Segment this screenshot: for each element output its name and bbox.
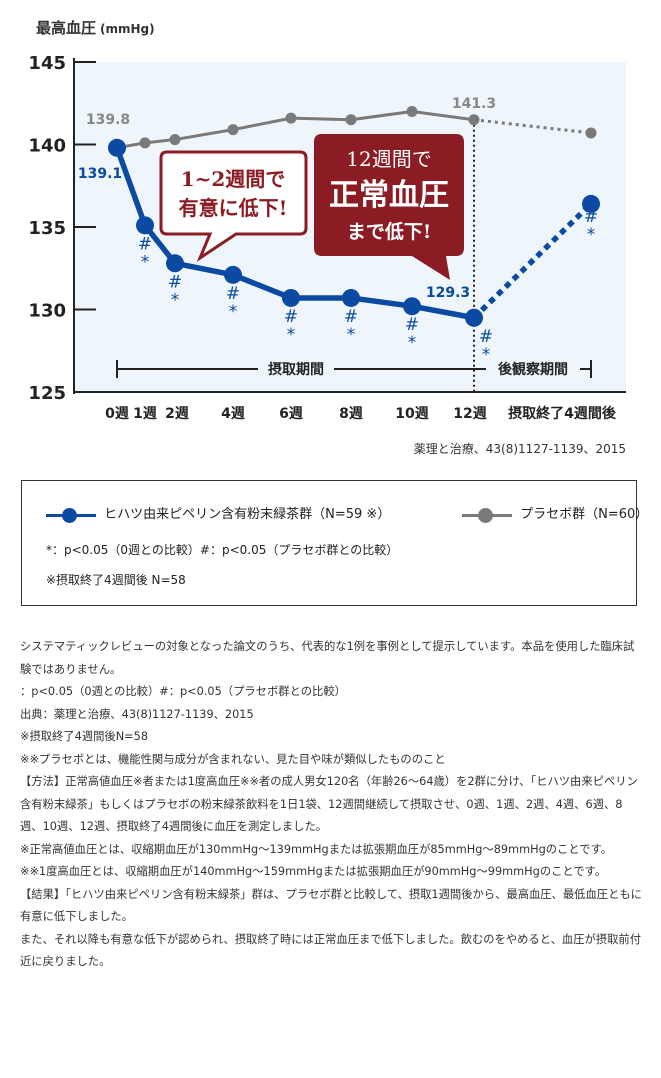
series-followup-line-0 xyxy=(472,201,593,320)
significance-marker: # xyxy=(405,315,419,335)
note-result: 【結果】「ヒハツ由来ピペリン含有粉末緑茶」群は、プラセボ群と比較して、摂取1週間… xyxy=(20,887,642,924)
significance-marker: # xyxy=(584,207,598,227)
x-tick-label: 12週 xyxy=(453,406,486,422)
legend-label-series-b: プラセボ群（N=60） xyxy=(520,507,649,522)
blood-pressure-chart: 最高血圧 (mmHg) 145 140 135 130 125 0週 1週 2週 4週 6週 8週 1… xyxy=(28,19,626,456)
significance-marker: * xyxy=(482,345,491,365)
x-tick-label: 摂取終了4週間後 xyxy=(508,405,617,422)
period-label-followup: 後観察期間 xyxy=(498,361,568,378)
source-citation: 薬理と治療、43(8)1127-1139、2015 xyxy=(414,442,626,456)
significance-marker: * xyxy=(587,225,596,245)
note-high-normal: ※正常高値血圧とは、収縮期血圧が130mmHg〜139mmHgまたは拡張期血圧が… xyxy=(20,842,613,856)
legend-swatch-gray xyxy=(462,507,512,523)
series-point-0 xyxy=(166,254,184,273)
callout-bubble-2 xyxy=(314,134,464,280)
significance-marker: # xyxy=(284,307,298,327)
value-label: 139.8 xyxy=(86,112,130,128)
callout-1-line2: 有意に低下! xyxy=(179,196,288,220)
x-tick-label: 8週 xyxy=(339,406,363,422)
legend-box: ヒハツ由来ピペリン含有粉末緑茶群（N=59 ※） プラセボ群（N=60） *：p… xyxy=(21,480,648,606)
series-point-0 xyxy=(582,194,600,213)
series-point-0 xyxy=(465,308,483,327)
significance-marker: * xyxy=(229,302,238,322)
legend-item-series-a: ヒハツ由来ピペリン含有粉末緑茶群（N=59 ※） xyxy=(46,503,391,523)
series-point-1 xyxy=(285,112,297,124)
series-point-0 xyxy=(224,265,242,284)
note-result-2: また、それ以降も有意な低下が認められ、摂取終了時には正常血圧まで低下しました。飲… xyxy=(20,932,641,969)
period-brackets: 摂取期間 後観察期間 xyxy=(116,119,592,392)
callout-2-line3: まで低下! xyxy=(347,220,431,243)
y-tick-label: 145 xyxy=(28,53,66,74)
note-significance: ：p<0.05（0週との比較）#：p<0.05（プラセボ群との比較） xyxy=(20,685,346,698)
legend-item-series-b: プラセボ群（N=60） xyxy=(462,503,649,523)
series-point-1 xyxy=(139,137,151,149)
series-point-1 xyxy=(345,114,357,126)
note-source: 出典：薬理と治療、43(8)1127-1139、2015 xyxy=(20,707,254,721)
series-point-0 xyxy=(342,288,360,307)
series-point-1 xyxy=(585,127,597,139)
callout-1-line1: 1~2週間で xyxy=(181,167,286,191)
note-method: 【方法】正常高値血圧※者または1度高血圧※※者の成人男女120名（年齢26〜64… xyxy=(20,775,638,833)
x-tick-label: 0週 xyxy=(105,406,129,422)
series-point-0 xyxy=(403,297,421,316)
significance-marker: # xyxy=(344,307,358,327)
series-point-0 xyxy=(108,138,126,157)
study-notes: システマティックレビューの対象となった論文のうち、代表的な1例を事例として提示し… xyxy=(20,636,644,974)
series-point-0 xyxy=(282,288,300,307)
series-point-1 xyxy=(468,114,480,126)
legend-swatch-blue xyxy=(46,507,96,523)
note-review: システマティックレビューの対象となった論文のうち、代表的な1例を事例として提示し… xyxy=(20,640,635,676)
significance-marker: # xyxy=(226,284,240,304)
y-tick-label: 135 xyxy=(28,218,66,239)
significance-marker: # xyxy=(479,327,493,347)
period-label-intake: 摂取期間 xyxy=(268,361,324,378)
y-tick-label: 130 xyxy=(28,301,66,322)
significance-marker: # xyxy=(168,272,182,292)
x-tick-label: 6週 xyxy=(279,406,303,422)
series-point-1 xyxy=(406,106,418,117)
significance-markers: #*#* #* #*#* #* #*#* xyxy=(138,207,598,365)
y-axis-title: 最高血圧 (mmHg) xyxy=(36,19,155,37)
series-lines xyxy=(108,106,600,327)
callout-bubble-1 xyxy=(159,150,308,262)
callout-2-line2: 正常血圧 xyxy=(329,178,449,213)
note-n: ※摂取終了4週間後N=58 xyxy=(20,730,149,743)
significance-marker: * xyxy=(141,252,150,272)
legend-label-series-a: ヒハツ由来ピペリン含有粉末緑茶群（N=59 ※） xyxy=(104,507,391,522)
legend-n-note: ※摂取終了4週間後 N=58 xyxy=(46,573,186,587)
x-tick-label: 10週 xyxy=(395,406,428,422)
period-label-bg xyxy=(486,358,580,380)
significance-marker: * xyxy=(347,325,356,345)
series-point-1 xyxy=(169,134,181,146)
value-label: 141.3 xyxy=(452,96,496,112)
value-label: 129.3 xyxy=(426,285,470,301)
x-axis: 0週 1週 2週 4週 6週 8週 10週 12週 摂取終了4週間後 xyxy=(74,391,626,422)
series-followup-line-1 xyxy=(473,118,592,135)
value-labels: 139.8 139.1 141.3 129.3 xyxy=(78,96,496,301)
x-tick-label: 1週 xyxy=(133,406,157,422)
note-placebo: ※※プラセボとは、機能性関与成分が含まれない、見た目や味が類似したもののこと xyxy=(20,752,446,766)
value-label: 139.1 xyxy=(78,166,122,182)
note-grade1: ※※1度高血圧とは、収縮期血圧が140mmHg〜159mmHgまたは拡張期血圧が… xyxy=(20,865,607,878)
y-tick-label: 125 xyxy=(28,383,66,404)
x-tick-label: 4週 xyxy=(221,406,245,422)
x-tick-label: 2週 xyxy=(165,406,189,422)
significance-marker: * xyxy=(171,290,180,310)
significance-marker: # xyxy=(138,234,152,254)
significance-marker: * xyxy=(408,333,417,353)
y-axis: 145 140 135 130 125 xyxy=(28,53,96,404)
legend-significance-note: *：p<0.05（0週との比較）#：p<0.05（プラセボ群との比較） xyxy=(46,543,399,557)
period-label-bg xyxy=(258,358,334,380)
y-tick-label: 140 xyxy=(28,136,66,157)
series-point-1 xyxy=(227,124,239,136)
significance-marker: * xyxy=(287,325,296,345)
callout-2-line1: 12週間で xyxy=(346,147,431,171)
series-point-0 xyxy=(136,216,154,235)
